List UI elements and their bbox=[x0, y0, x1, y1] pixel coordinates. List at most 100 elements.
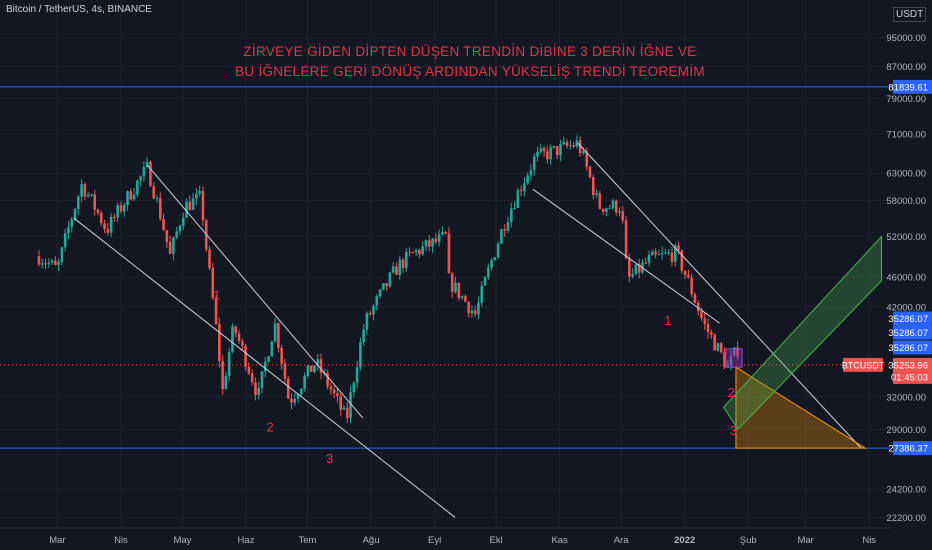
swing-number-label: 3 bbox=[326, 451, 333, 466]
candle-body bbox=[303, 375, 306, 389]
candle-body bbox=[83, 184, 87, 197]
time-tick-label: Nis bbox=[862, 535, 876, 546]
candle-body bbox=[175, 231, 179, 238]
candle-body bbox=[142, 166, 146, 177]
drawings[interactable]: 1 2 3 1 2 3 bbox=[0, 86, 890, 518]
candle-body bbox=[523, 183, 526, 192]
candle-body bbox=[591, 177, 595, 196]
candle-body bbox=[260, 371, 264, 388]
annotation-title-line-2: BU İĞNELERE GERİ DÖNÜŞ ARDINDAN YÜKSELİŞ… bbox=[235, 64, 705, 79]
candle-body bbox=[93, 194, 97, 210]
candle-body bbox=[628, 258, 631, 277]
candle-body bbox=[368, 313, 372, 315]
swing-number-label: 3 bbox=[730, 423, 737, 438]
candle-body bbox=[136, 180, 139, 195]
candle-body bbox=[408, 251, 411, 253]
swing-number-label: 1 bbox=[664, 313, 671, 328]
price-tick-label: 29000.00 bbox=[886, 425, 926, 436]
candle-body bbox=[211, 267, 215, 298]
symbol-header[interactable]: Bitcoin / TetherUS, 4s, BINANCE bbox=[6, 4, 152, 15]
candle-body bbox=[703, 318, 707, 324]
candle-body bbox=[162, 219, 165, 231]
time-axis[interactable]: Mar Nis May Haz Tem Ağu Eyl Ekl Kas Ara 2022 Şub Mar… bbox=[0, 527, 890, 550]
candle-body bbox=[605, 208, 608, 213]
price-tick-label: 32000.00 bbox=[886, 392, 926, 403]
candle-body bbox=[519, 190, 523, 192]
level-price-tag: 27386.37 bbox=[888, 444, 928, 455]
candle-body bbox=[437, 234, 441, 242]
candle-body bbox=[293, 398, 297, 403]
candle-body bbox=[611, 200, 615, 208]
candle-body bbox=[713, 334, 716, 351]
candle-body bbox=[651, 251, 654, 256]
price-axis[interactable]: 95000.00 87000.00 79000.00 71000.00 63000.00… bbox=[842, 0, 932, 550]
candle-body bbox=[185, 201, 188, 218]
candle-body bbox=[290, 398, 293, 403]
candle-body bbox=[634, 264, 638, 275]
candle-body bbox=[60, 247, 64, 263]
price-tick-label: 63000.00 bbox=[886, 169, 926, 180]
candle-body bbox=[673, 245, 677, 262]
candle-body bbox=[729, 355, 733, 366]
symbol-tag: BTCUSDT bbox=[842, 360, 885, 370]
price-tick-label: 24200.00 bbox=[886, 484, 926, 495]
candle-body bbox=[542, 148, 546, 152]
candle-body bbox=[693, 294, 697, 303]
candle-body bbox=[254, 382, 257, 395]
candle-body bbox=[241, 340, 244, 346]
rising-channel bbox=[723, 235, 882, 431]
candle-body bbox=[40, 263, 44, 265]
candle-body bbox=[457, 282, 461, 298]
time-tick-label: Mar bbox=[49, 535, 65, 546]
candle-body bbox=[309, 365, 313, 372]
time-tick-label: Şub bbox=[740, 535, 757, 546]
candle-body bbox=[723, 352, 726, 367]
candle-body bbox=[509, 208, 513, 222]
candle-body bbox=[218, 323, 221, 362]
candle-body bbox=[181, 217, 185, 226]
candle-body bbox=[165, 230, 169, 242]
candle-body bbox=[588, 166, 592, 178]
candle-body bbox=[152, 186, 156, 199]
candle-body bbox=[57, 262, 60, 265]
trendline bbox=[532, 188, 720, 324]
candle-body bbox=[352, 382, 356, 393]
candle-body bbox=[37, 256, 41, 265]
candle-body bbox=[572, 145, 575, 147]
candle-body bbox=[424, 240, 428, 247]
last-price-label: 35253.96 bbox=[888, 360, 928, 371]
candle-body bbox=[664, 252, 667, 254]
candle-body bbox=[382, 283, 385, 290]
swing-number-label: 2 bbox=[728, 385, 735, 400]
candle-body bbox=[267, 356, 270, 362]
candle-body bbox=[552, 146, 556, 148]
currency-button[interactable]: USDT bbox=[893, 7, 927, 22]
price-tick-label: 79000.00 bbox=[886, 94, 926, 105]
candle-body bbox=[585, 151, 589, 167]
time-axis-background bbox=[0, 528, 890, 550]
candle-body bbox=[283, 363, 287, 379]
price-tick-label: 22200.00 bbox=[886, 513, 926, 524]
time-tick-label: Ekl bbox=[489, 535, 502, 546]
candle-body bbox=[237, 333, 241, 341]
candle-body bbox=[637, 264, 641, 273]
price-tick-label: 58000.00 bbox=[886, 196, 926, 207]
candle-body bbox=[231, 326, 234, 352]
candle-body bbox=[726, 365, 730, 367]
candle-body bbox=[473, 310, 477, 315]
candle-body bbox=[608, 207, 611, 209]
candle-body bbox=[696, 302, 700, 312]
candle-body bbox=[733, 347, 736, 356]
candle-body bbox=[483, 277, 487, 286]
candle-body bbox=[565, 142, 569, 146]
candle-body bbox=[447, 233, 451, 274]
time-tick-label: Ara bbox=[614, 535, 630, 546]
candle-body bbox=[546, 151, 549, 160]
level-price-tag-background bbox=[893, 441, 932, 456]
candle-body bbox=[342, 407, 346, 410]
candle-body bbox=[300, 388, 303, 395]
candle-body bbox=[378, 289, 382, 297]
candle-body bbox=[480, 285, 484, 303]
candle-body bbox=[244, 345, 247, 367]
